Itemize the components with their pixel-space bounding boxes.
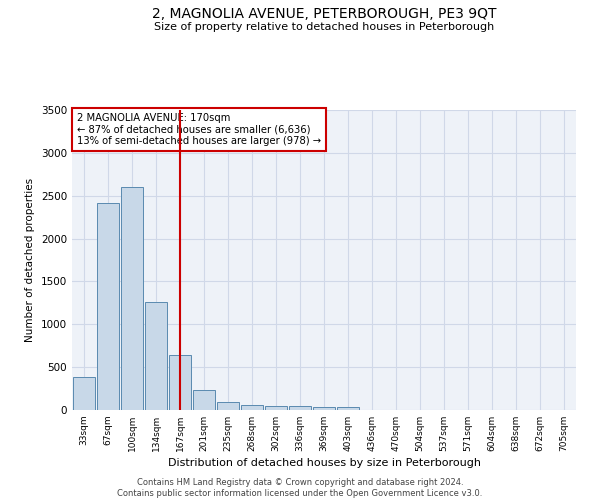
Text: Distribution of detached houses by size in Peterborough: Distribution of detached houses by size … [167, 458, 481, 468]
Bar [73, 376, 95, 410]
Bar [169, 355, 191, 410]
Bar [97, 202, 119, 410]
Bar [265, 406, 287, 410]
Text: Size of property relative to detached houses in Peterborough: Size of property relative to detached ho… [154, 22, 494, 32]
Bar [289, 406, 311, 410]
Y-axis label: Number of detached properties: Number of detached properties [25, 178, 35, 342]
Text: 2, MAGNOLIA AVENUE, PETERBOROUGH, PE3 9QT: 2, MAGNOLIA AVENUE, PETERBOROUGH, PE3 9Q… [152, 8, 496, 22]
Bar [121, 187, 143, 410]
Bar [241, 405, 263, 410]
Text: Contains HM Land Registry data © Crown copyright and database right 2024.
Contai: Contains HM Land Registry data © Crown c… [118, 478, 482, 498]
Text: 2 MAGNOLIA AVENUE: 170sqm
← 87% of detached houses are smaller (6,636)
13% of se: 2 MAGNOLIA AVENUE: 170sqm ← 87% of detac… [77, 113, 321, 146]
Bar [337, 407, 359, 410]
Bar [313, 406, 335, 410]
Bar [193, 390, 215, 410]
Bar [145, 302, 167, 410]
Bar [217, 402, 239, 410]
